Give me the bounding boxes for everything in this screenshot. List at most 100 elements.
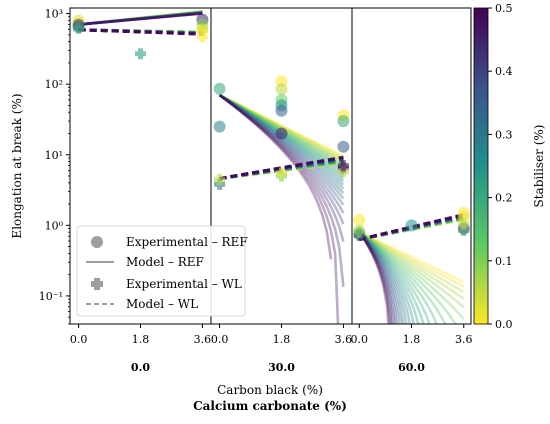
ref-model-curve (358, 231, 396, 324)
ref-model-curve (78, 11, 203, 26)
ref-model-curve (78, 11, 203, 26)
colorbar-tick-label: 0.2 (495, 192, 513, 205)
ref-model-curve (358, 231, 395, 324)
panel-0 (72, 9, 209, 60)
experimental-wl-point (73, 22, 85, 34)
x-axis-label: Carbon black (%) (217, 383, 323, 397)
ref-model-curve (78, 10, 203, 26)
experimental-wl-point (337, 160, 349, 172)
ref-model-curve (358, 231, 400, 324)
experimental-ref-point (275, 104, 288, 117)
ref-model-curve (78, 11, 203, 26)
ref-model-curve (358, 231, 390, 324)
ref-model-curve (78, 11, 203, 26)
experimental-ref-point (275, 83, 288, 96)
ref-model-curve (358, 231, 447, 324)
ref-model-curve (358, 231, 398, 324)
x-tick-label: 1.8 (273, 333, 291, 346)
ref-model-curve (358, 231, 438, 324)
colorbar-tick-label: 0.5 (495, 2, 513, 15)
ref-model-curve (78, 12, 203, 26)
x-tick-label: 0.0 (351, 333, 369, 346)
ref-model-curve (78, 10, 203, 26)
ref-model-curve (358, 231, 393, 324)
colorbar-tick-label: 0.1 (495, 255, 513, 268)
ref-model-curve (218, 94, 345, 287)
ref-model-curve (358, 231, 405, 324)
ref-model-curve (358, 231, 457, 324)
ref-model-curve (78, 10, 203, 26)
ref-model-curve (358, 231, 420, 324)
ref-model-curve (219, 93, 344, 159)
ref-model-curve (218, 94, 340, 324)
legend-frame (76, 225, 246, 317)
ref-model-curve (358, 231, 416, 324)
wl-model-curve (358, 213, 465, 241)
ref-model-curve (358, 231, 408, 324)
y-tick-label: 10³ (45, 8, 63, 21)
panel-label-1: 30.0 (268, 361, 295, 374)
experimental-ref-point (337, 140, 350, 153)
ref-model-curve (78, 11, 203, 26)
ref-model-curve (358, 231, 465, 294)
colorbar-label: Stabiliser (%) (532, 125, 546, 208)
ref-model-curve (218, 94, 345, 200)
ref-model-curve (78, 11, 203, 26)
ref-model-curve (78, 10, 203, 26)
experimental-ref-point (275, 127, 288, 140)
legend-marker-exp-ref (91, 236, 103, 248)
x-tick-label: 1.8 (403, 333, 421, 346)
experimental-ref-point (337, 115, 350, 128)
ref-model-curve (78, 10, 203, 26)
y-tick-label: 10⁰ (45, 219, 64, 232)
wl-model-curve (78, 28, 203, 36)
experimental-wl-point (196, 31, 208, 43)
colorbar-tick-label: 0.4 (495, 65, 513, 78)
y-tick-label: 10⁻¹ (39, 290, 63, 303)
y-tick-label: 10² (45, 78, 63, 91)
x-tick-label: 3.6 (455, 333, 473, 346)
x-axis-label-secondary: Calcium carbonate (%) (193, 399, 347, 413)
ref-model-curve (218, 94, 333, 260)
colorbar-tick-label: 0.0 (495, 318, 513, 331)
ref-model-curve (358, 230, 465, 284)
axes-layer: 0.0 1.8 3.6 0.0 1.8 3.60.0 1.8 3.610⁻¹10⁰10¹10²… (39, 7, 473, 346)
ref-model-curve (78, 11, 203, 26)
ref-model-curve (78, 11, 203, 26)
wl-model-curve (219, 155, 344, 181)
experimental-ref-point (405, 219, 418, 232)
x-tick-label: 0.0 (211, 333, 229, 346)
ref-model-curve (78, 10, 203, 26)
ref-model-curve (78, 11, 203, 26)
experimental-wl-point (135, 48, 146, 60)
colorbar-gradient (473, 7, 489, 325)
x-tick-label: 3.6 (335, 333, 353, 346)
experimental-wl-point (458, 224, 470, 236)
ref-model-curve (78, 12, 203, 26)
colorbar-ticks: 0.0 0.1 0.2 0.3 0.4 0.5 (488, 2, 513, 331)
colorbar: 0.0 0.1 0.2 0.3 0.4 0.5 Stabiliser (%) (473, 2, 546, 331)
legend-marker-exp-wl (91, 278, 103, 290)
x-tick-label: 1.8 (132, 333, 150, 346)
ref-model-curve (78, 9, 203, 26)
ref-model-curve (218, 94, 345, 225)
panels-layer (72, 9, 470, 324)
y-tick-label: 10¹ (45, 149, 63, 162)
legend-label-exp-wl: Experimental – WL (126, 277, 242, 291)
ref-model-curve (78, 10, 203, 26)
ref-model-curve (358, 231, 465, 309)
ref-model-curve (219, 93, 344, 157)
legend: Experimental – REF Model – REF Experimen… (76, 225, 248, 317)
panel-2 (353, 206, 470, 324)
ref-model-curve (218, 94, 345, 214)
colorbar-tick-label: 0.3 (495, 128, 513, 141)
ref-model-curve (358, 231, 403, 324)
panel-label-0: 0.0 (131, 361, 150, 374)
x-tick-label: 0.0 (70, 333, 88, 346)
experimental-ref-point (457, 211, 470, 224)
experimental-wl-point (353, 226, 365, 238)
experimental-wl-point (458, 218, 470, 230)
ref-model-curve (78, 12, 203, 26)
